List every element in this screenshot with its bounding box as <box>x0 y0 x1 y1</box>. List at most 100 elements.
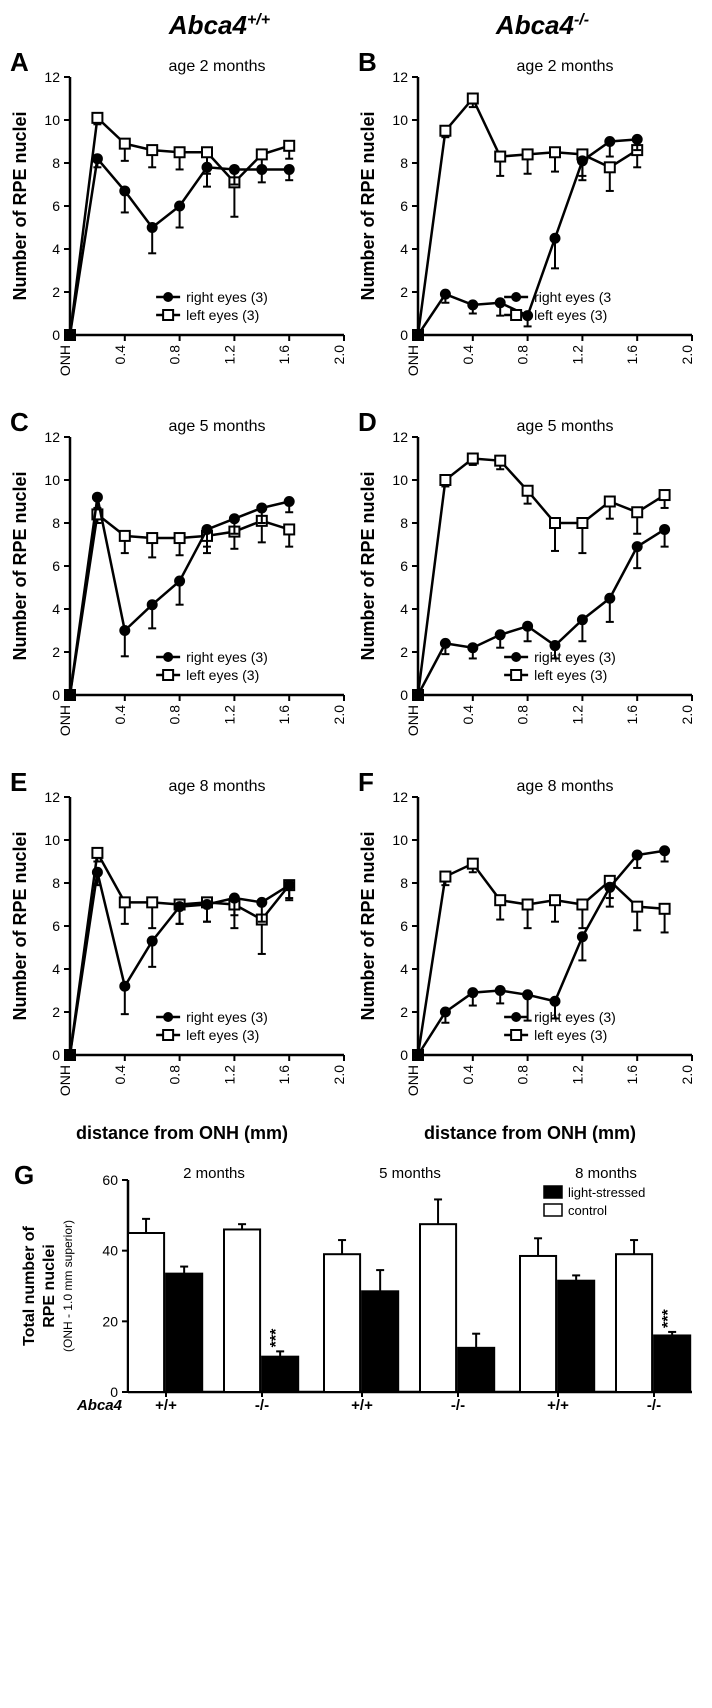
panel-letter-B: B <box>358 47 377 78</box>
svg-text:Number of RPE nuclei: Number of RPE nuclei <box>10 831 30 1020</box>
svg-text:2: 2 <box>52 284 60 300</box>
chart-D: 024681012ONH0.40.81.21.62.0Number of RPE… <box>356 405 704 765</box>
svg-text:ONH: ONH <box>57 705 73 736</box>
column-headers: Abca4+/+ Abca4-/- <box>8 10 704 41</box>
svg-text:2.0: 2.0 <box>679 705 695 725</box>
row-EF: E 024681012ONH0.40.81.21.62.0Number of R… <box>8 765 704 1125</box>
svg-text:right eyes (3): right eyes (3) <box>186 289 268 305</box>
svg-text:left eyes (3): left eyes (3) <box>534 667 607 683</box>
svg-text:6: 6 <box>52 558 60 574</box>
svg-text:40: 40 <box>102 1243 118 1259</box>
svg-text:Total number of: Total number of <box>21 1225 38 1345</box>
svg-text:Number of RPE nuclei: Number of RPE nuclei <box>358 471 378 660</box>
svg-text:2: 2 <box>400 644 408 660</box>
svg-text:12: 12 <box>44 789 60 805</box>
svg-text:6: 6 <box>52 918 60 934</box>
chart-G: 0204060Total number ofRPE nuclei(ONH - 1… <box>8 1162 704 1452</box>
svg-text:right eyes (3): right eyes (3) <box>186 649 268 665</box>
svg-text:ONH: ONH <box>405 705 421 736</box>
svg-text:2: 2 <box>400 1004 408 1020</box>
col-header-wt-text: Abca4 <box>169 10 247 40</box>
chart-E: 024681012ONH0.40.81.21.62.0Number of RPE… <box>8 765 356 1125</box>
panel-letter-C: C <box>10 407 29 438</box>
col-header-wt-sup: +/+ <box>247 11 270 28</box>
svg-text:0: 0 <box>400 327 408 343</box>
panel-letter-E: E <box>10 767 27 798</box>
svg-text:Number of RPE nuclei: Number of RPE nuclei <box>358 831 378 1020</box>
svg-text:+/+: +/+ <box>351 1397 373 1414</box>
svg-text:Number of RPE nuclei: Number of RPE nuclei <box>10 471 30 660</box>
svg-text:ONH: ONH <box>405 1065 421 1096</box>
svg-text:Number of RPE nuclei: Number of RPE nuclei <box>10 111 30 300</box>
xlabel-row: distance from ONH (mm) distance from ONH… <box>8 1127 704 1144</box>
svg-text:2 months: 2 months <box>183 1165 245 1182</box>
svg-text:0.8: 0.8 <box>515 1065 531 1085</box>
svg-text:1.6: 1.6 <box>276 345 292 365</box>
svg-text:0.8: 0.8 <box>167 345 183 365</box>
svg-text:12: 12 <box>392 69 408 85</box>
svg-text:0.4: 0.4 <box>112 705 128 725</box>
svg-text:ONH: ONH <box>405 345 421 376</box>
panel-B: B 024681012ONH0.40.81.21.62.0Number of R… <box>356 45 704 405</box>
svg-text:1.6: 1.6 <box>624 705 640 725</box>
panel-letter-A: A <box>10 47 29 78</box>
svg-text:12: 12 <box>44 429 60 445</box>
svg-text:8: 8 <box>52 875 60 891</box>
svg-text:60: 60 <box>102 1172 118 1188</box>
svg-text:right eyes (3): right eyes (3) <box>534 649 616 665</box>
svg-text:+/+: +/+ <box>547 1397 569 1414</box>
xlabel-left: distance from ONH (mm) <box>8 1123 356 1144</box>
svg-text:10: 10 <box>392 832 408 848</box>
svg-text:left eyes (3): left eyes (3) <box>186 307 259 323</box>
svg-text:-/-: -/- <box>647 1397 661 1414</box>
col-header-ko-sup: -/- <box>574 11 589 28</box>
svg-text:12: 12 <box>392 789 408 805</box>
svg-text:2.0: 2.0 <box>331 1065 347 1085</box>
svg-text:4: 4 <box>52 241 60 257</box>
panel-letter-G: G <box>14 1160 34 1191</box>
svg-text:2.0: 2.0 <box>331 705 347 725</box>
svg-text:2: 2 <box>52 1004 60 1020</box>
svg-text:1.2: 1.2 <box>221 705 237 725</box>
svg-text:8: 8 <box>400 155 408 171</box>
chart-C: 024681012ONH0.40.81.21.62.0Number of RPE… <box>8 405 356 765</box>
svg-text:0.4: 0.4 <box>460 705 476 725</box>
svg-text:0: 0 <box>400 687 408 703</box>
panel-A: A 024681012ONH0.40.81.21.62.0Number of R… <box>8 45 356 405</box>
svg-text:8: 8 <box>52 515 60 531</box>
svg-text:4: 4 <box>52 601 60 617</box>
svg-text:0: 0 <box>52 1047 60 1063</box>
svg-text:4: 4 <box>400 601 408 617</box>
svg-text:1.6: 1.6 <box>276 1065 292 1085</box>
xlabel-right: distance from ONH (mm) <box>356 1123 704 1144</box>
svg-text:0.8: 0.8 <box>167 705 183 725</box>
svg-text:age 5 months: age 5 months <box>169 418 266 435</box>
svg-text:***: *** <box>268 1328 285 1347</box>
svg-text:1.2: 1.2 <box>569 705 585 725</box>
svg-text:6: 6 <box>400 558 408 574</box>
svg-text:+/+: +/+ <box>155 1397 177 1414</box>
svg-text:ONH: ONH <box>57 1065 73 1096</box>
svg-text:0: 0 <box>52 327 60 343</box>
svg-text:2.0: 2.0 <box>679 1065 695 1085</box>
svg-text:10: 10 <box>44 112 60 128</box>
panel-E: E 024681012ONH0.40.81.21.62.0Number of R… <box>8 765 356 1125</box>
panel-C: C 024681012ONH0.40.81.21.62.0Number of R… <box>8 405 356 765</box>
svg-text:0.4: 0.4 <box>460 1065 476 1085</box>
svg-text:age 5 months: age 5 months <box>517 418 614 435</box>
svg-text:1.6: 1.6 <box>276 705 292 725</box>
svg-text:Abca4: Abca4 <box>76 1397 123 1414</box>
svg-text:12: 12 <box>392 429 408 445</box>
panel-letter-D: D <box>358 407 377 438</box>
svg-text:-/-: -/- <box>451 1397 465 1414</box>
svg-text:2: 2 <box>52 644 60 660</box>
svg-text:left eyes (3): left eyes (3) <box>186 1027 259 1043</box>
svg-text:2.0: 2.0 <box>331 345 347 365</box>
svg-text:RPE nuclei: RPE nuclei <box>41 1244 58 1328</box>
svg-text:2: 2 <box>400 284 408 300</box>
svg-text:-/-: -/- <box>255 1397 269 1414</box>
svg-text:1.2: 1.2 <box>221 345 237 365</box>
row-CD: C 024681012ONH0.40.81.21.62.0Number of R… <box>8 405 704 765</box>
col-header-ko: Abca4-/- <box>381 10 704 41</box>
svg-text:8: 8 <box>400 875 408 891</box>
